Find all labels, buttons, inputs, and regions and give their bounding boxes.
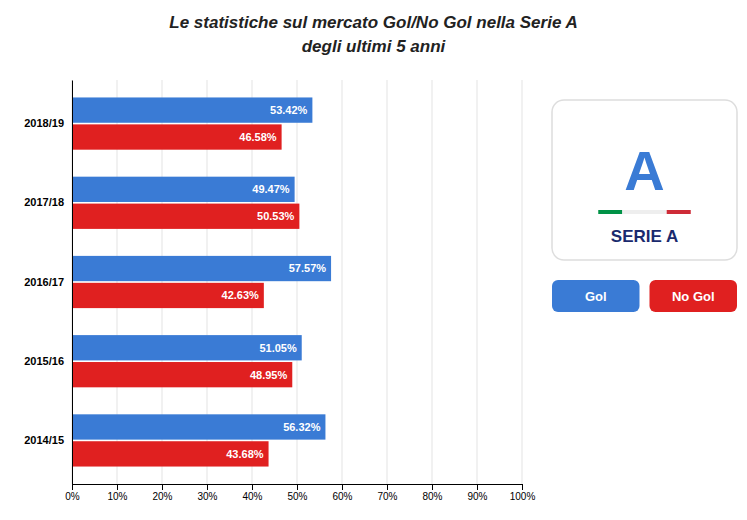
bar bbox=[72, 441, 269, 466]
y-axis: 2018/19 2017/18 2016/17 2015/16 2014/15 bbox=[24, 81, 72, 485]
data-label: 48.95% bbox=[250, 369, 288, 381]
x-tick-mark bbox=[342, 484, 343, 490]
bar bbox=[72, 362, 292, 387]
plot: 53.42% 49.47% 57.57% 51.05% 56.32% 46.58% 50.5… bbox=[24, 80, 535, 502]
flag-stripe bbox=[598, 210, 622, 214]
grid-line bbox=[342, 80, 343, 484]
x-tick-mark bbox=[387, 484, 388, 490]
x-tick: 80% bbox=[422, 484, 442, 502]
data-label: 56.32% bbox=[283, 421, 321, 433]
grid-line bbox=[522, 80, 523, 484]
data-label: 42.63% bbox=[222, 289, 260, 301]
x-tick-mark bbox=[117, 484, 118, 490]
bar bbox=[72, 177, 295, 202]
bar bbox=[72, 256, 331, 281]
side-panel: A SERIE A Gol No Gol bbox=[552, 100, 737, 312]
data-label: 43.68% bbox=[226, 448, 264, 460]
data-label: 57.57% bbox=[289, 262, 327, 274]
bars bbox=[72, 97, 331, 466]
x-tick: 50% bbox=[287, 484, 307, 502]
x-tick-label: 80% bbox=[422, 491, 442, 502]
x-axis-line bbox=[73, 485, 523, 491]
x-tick-mark bbox=[297, 484, 298, 490]
y-tick: 2016/17 bbox=[24, 276, 64, 288]
x-tick-label: 100% bbox=[510, 491, 536, 502]
x-tick-label: 10% bbox=[107, 491, 127, 502]
y-tick: 2015/16 bbox=[24, 355, 64, 367]
x-tick-mark bbox=[252, 484, 253, 490]
x-tick: 20% bbox=[152, 484, 172, 502]
grid-line bbox=[387, 80, 388, 484]
y-tick-label: 2015/16 bbox=[24, 355, 64, 367]
bar bbox=[72, 335, 302, 360]
grid-line bbox=[477, 80, 478, 484]
y-axis-line bbox=[72, 81, 73, 485]
y-tick-label: 2017/18 bbox=[24, 196, 64, 208]
x-tick: 40% bbox=[242, 484, 262, 502]
legend-label: Gol bbox=[585, 289, 607, 304]
bar bbox=[72, 97, 312, 122]
x-tick: 90% bbox=[467, 484, 487, 502]
y-tick: 2018/19 bbox=[24, 117, 64, 129]
x-tick: 0% bbox=[65, 484, 80, 502]
grid-line bbox=[432, 80, 433, 484]
data-label: 53.42% bbox=[270, 104, 308, 116]
y-tick-label: 2018/19 bbox=[24, 117, 64, 129]
x-tick: 70% bbox=[377, 484, 397, 502]
x-tick: 10% bbox=[107, 484, 127, 502]
x-tick-mark bbox=[207, 484, 208, 490]
x-tick-label: 20% bbox=[152, 491, 172, 502]
grid bbox=[72, 80, 522, 484]
logo: A SERIE A bbox=[552, 100, 737, 260]
logo-box bbox=[552, 100, 737, 260]
annotation: SERIE A bbox=[611, 227, 678, 246]
x-tick-mark bbox=[72, 484, 73, 490]
data-label: 51.05% bbox=[259, 342, 297, 354]
x-tick-mark bbox=[162, 484, 163, 490]
chart: Le statistiche sul mercato Gol/No Gol ne… bbox=[0, 0, 747, 520]
legend-item: No Gol bbox=[650, 280, 738, 312]
x-tick: 100% bbox=[510, 484, 536, 502]
x-tick-label: 30% bbox=[197, 491, 217, 502]
annotation: A bbox=[624, 139, 664, 202]
data-labels: 53.42% 49.47% 57.57% 51.05% 56.32% 46.58% 50.5… bbox=[222, 104, 327, 460]
data-label: 50.53% bbox=[257, 210, 295, 222]
y-tick: 2017/18 bbox=[24, 196, 64, 208]
x-tick: 30% bbox=[197, 484, 217, 502]
x-tick-label: 50% bbox=[287, 491, 307, 502]
x-tick-mark bbox=[522, 484, 523, 490]
bar bbox=[72, 204, 299, 229]
x-axis: 0% 10% 20% 30% 40% 50% 60% 70% 80% 90% 100% bbox=[65, 484, 535, 502]
legend-swatch bbox=[552, 280, 640, 312]
x-tick-label: 70% bbox=[377, 491, 397, 502]
bar bbox=[72, 414, 325, 439]
legend-item: Gol bbox=[552, 280, 640, 312]
x-tick-mark bbox=[477, 484, 478, 490]
x-tick-label: 0% bbox=[65, 491, 80, 502]
x-tick-label: 40% bbox=[242, 491, 262, 502]
grid-line bbox=[72, 80, 73, 484]
legend-swatch bbox=[650, 280, 738, 312]
x-tick-mark bbox=[432, 484, 433, 490]
y-tick-label: 2016/17 bbox=[24, 276, 64, 288]
x-tick: 60% bbox=[332, 484, 352, 502]
legend: Gol No Gol bbox=[552, 280, 737, 312]
flag-stripe bbox=[667, 210, 691, 214]
subtitle: degli ultimi 5 anni bbox=[302, 37, 447, 56]
data-label: 49.47% bbox=[252, 183, 290, 195]
x-tick-label: 90% bbox=[467, 491, 487, 502]
x-tick-label: 60% bbox=[332, 491, 352, 502]
flag-stripe bbox=[622, 210, 666, 214]
y-tick: 2014/15 bbox=[24, 434, 64, 446]
legend-label: No Gol bbox=[672, 289, 715, 304]
bar bbox=[72, 283, 264, 308]
bar bbox=[72, 124, 282, 149]
title: Le statistiche sul mercato Gol/No Gol ne… bbox=[169, 13, 577, 32]
data-label: 46.58% bbox=[239, 131, 277, 143]
y-tick-label: 2014/15 bbox=[24, 434, 64, 446]
